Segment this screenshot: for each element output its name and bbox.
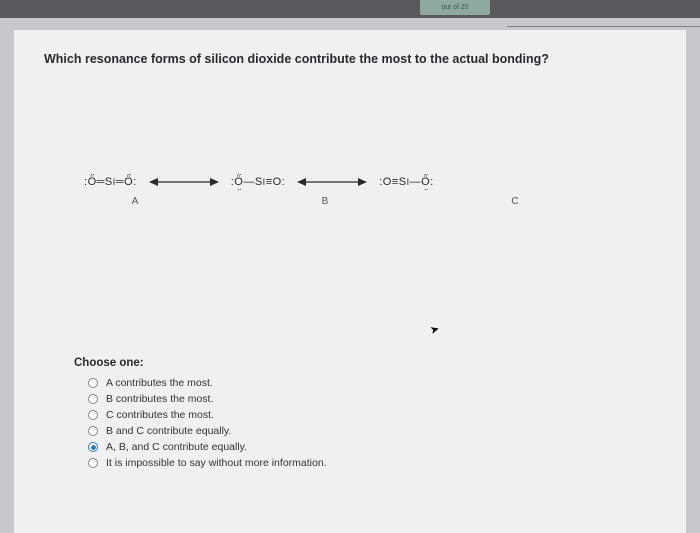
option-label: A, B, and C contribute equally. bbox=[106, 441, 247, 453]
option-a[interactable]: A contributes the most. bbox=[74, 375, 656, 391]
option-label: It is impossible to say without more inf… bbox=[106, 457, 327, 469]
radio-icon[interactable] bbox=[88, 426, 98, 436]
radio-icon[interactable] bbox=[88, 410, 98, 420]
answer-options-block: Choose one: A contributes the most. B co… bbox=[44, 357, 656, 471]
radio-icon[interactable] bbox=[88, 458, 98, 468]
structure-a: :Ö═SI═Ö: bbox=[84, 176, 137, 188]
option-label: B and C contribute equally. bbox=[106, 425, 231, 437]
double-arrow-icon bbox=[297, 176, 367, 188]
option-c[interactable]: C contributes the most. bbox=[74, 407, 656, 423]
label-a: A bbox=[102, 196, 168, 207]
option-bc[interactable]: B and C contribute equally. bbox=[74, 423, 656, 439]
resonance-structures-row: :Ö═SI═Ö: :Ö—SI≡O: :O≡SI—Ö: bbox=[44, 176, 656, 188]
option-label: C contributes the most. bbox=[106, 409, 214, 421]
divider-line bbox=[507, 26, 700, 27]
double-arrow-icon bbox=[149, 176, 219, 188]
option-unknown[interactable]: It is impossible to say without more inf… bbox=[74, 455, 656, 471]
choose-one-label: Choose one: bbox=[74, 357, 656, 369]
option-b[interactable]: B contributes the most. bbox=[74, 391, 656, 407]
label-b: B bbox=[292, 196, 358, 207]
option-label: B contributes the most. bbox=[106, 393, 213, 405]
option-abc[interactable]: A, B, and C contribute equally. bbox=[74, 439, 656, 455]
radio-icon[interactable] bbox=[88, 442, 98, 452]
progress-tab-fragment: out of 20 bbox=[420, 0, 490, 15]
radio-icon[interactable] bbox=[88, 378, 98, 388]
option-label: A contributes the most. bbox=[106, 377, 213, 389]
structure-b: :Ö—SI≡O: bbox=[231, 176, 286, 188]
question-text: Which resonance forms of silicon dioxide… bbox=[44, 52, 656, 66]
question-card: Which resonance forms of silicon dioxide… bbox=[14, 30, 686, 533]
label-c: C bbox=[482, 196, 548, 207]
structure-c: :O≡SI—Ö: bbox=[379, 176, 434, 188]
structure-labels-row: A B C bbox=[44, 196, 656, 207]
top-dark-strip bbox=[0, 0, 700, 18]
radio-icon[interactable] bbox=[88, 394, 98, 404]
